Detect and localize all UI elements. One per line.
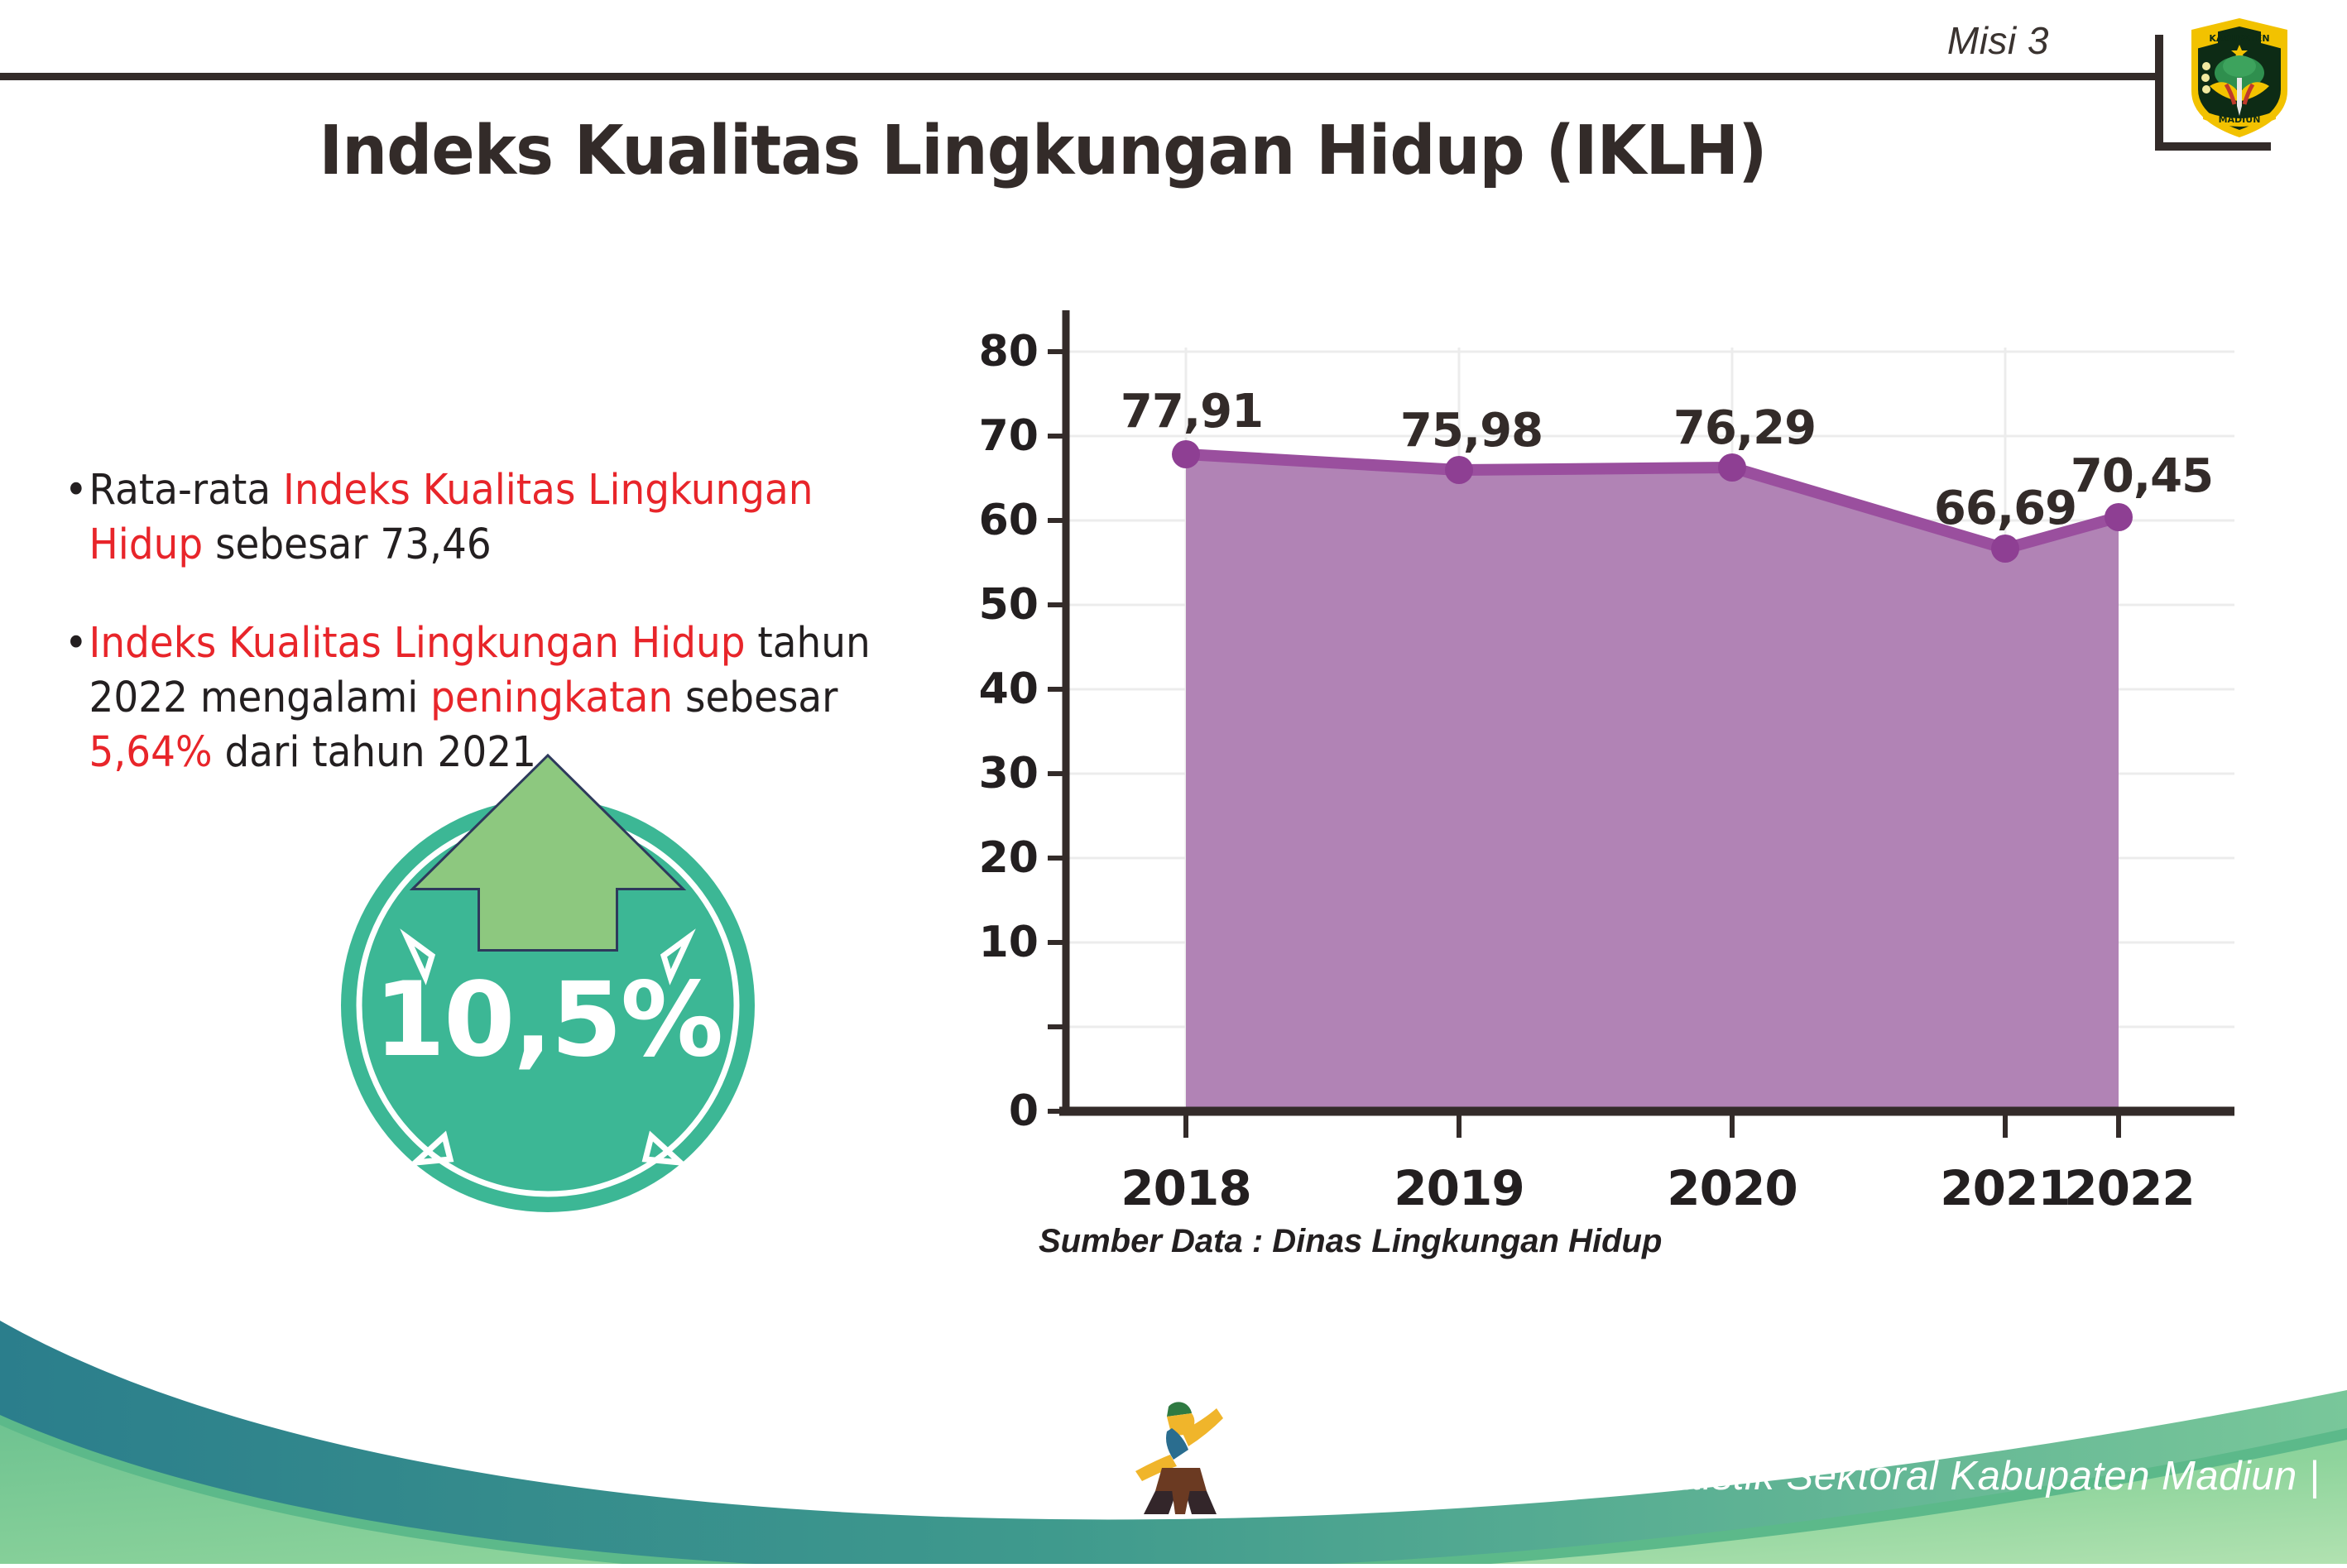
y-tick-label: 60	[978, 496, 1039, 545]
mission-label: Misi 3	[1946, 19, 2049, 62]
chart-markers	[1172, 440, 2133, 563]
badge-circle	[341, 798, 755, 1212]
data-label: 76,29	[1673, 401, 1817, 455]
chart-x-ticks	[1183, 1111, 2121, 1138]
increase-badge: 10,5%	[324, 749, 771, 1212]
header-divider	[0, 73, 2160, 80]
x-tick-label: 2018	[1121, 1160, 1251, 1216]
data-label: 66,69	[1933, 482, 2077, 535]
key-findings-list: • Rata-rata Indeks Kualitas Lingkungan H…	[65, 463, 991, 823]
bullet-segment-highlight: peningkatan	[430, 673, 674, 722]
x-tick-label: 2022	[2064, 1160, 2195, 1216]
data-label: 77,91	[1120, 385, 1264, 439]
y-tick-label: 70	[978, 411, 1039, 461]
corner-bracket	[2155, 35, 2271, 151]
kabupaten-madiun-crest-logo: KABUPATEN MADIUN	[2185, 15, 2294, 141]
badge-graphic	[341, 753, 755, 1212]
chart-y-ticks	[1048, 349, 1066, 1114]
source-note: Sumber Data : Dinas Lingkungan Hidup	[1039, 1223, 1663, 1259]
data-label: 75,98	[1399, 404, 1543, 458]
y-tick-label: 40	[978, 664, 1039, 714]
page-title: Indeks Kualitas Lingkungan Hidup (IKLH)	[319, 112, 1768, 190]
bullet-marker: •	[65, 618, 88, 668]
list-item: • Indeks Kualitas Lingkungan Hidup tahun…	[65, 616, 917, 781]
chart-plot	[1048, 310, 2234, 1138]
bullet-segment-highlight: Indeks Kualitas Lingkungan Hidup	[89, 618, 746, 668]
chart-area-fill	[1186, 454, 2119, 1111]
svg-text:MADIUN: MADIUN	[2219, 114, 2261, 125]
list-item: • Rata-rata Indeks Kualitas Lingkungan H…	[65, 463, 917, 573]
bullet-segment-highlight: 5,64%	[89, 728, 213, 778]
y-tick-label: 10	[978, 918, 1039, 967]
statistics-figure-logo	[1135, 1402, 1223, 1514]
bullet-segment: Rata-rata	[89, 466, 284, 515]
x-tick-label: 2021	[1940, 1160, 2071, 1216]
footer-text: Media Infografis Data Statistik Sektoral…	[1223, 1454, 2321, 1498]
footer-wave	[0, 1321, 2347, 1568]
bullet-segment: sebesar	[673, 673, 838, 722]
y-tick-label: 0	[1008, 1086, 1039, 1136]
svg-text:KABUPATEN: KABUPATEN	[2209, 33, 2269, 44]
bullet-text: Rata-rata Indeks Kualitas Lingkungan Hid…	[89, 463, 918, 573]
footer: Media Infografis Data Statistik Sektoral…	[0, 1291, 2347, 1568]
y-tick-label: 80	[978, 327, 1039, 376]
x-tick-label: 2020	[1667, 1160, 1797, 1216]
bullet-marker: •	[65, 466, 88, 515]
bullet-segment: dari tahun 2021	[212, 728, 536, 778]
bullet-segment: tahun 2022 mengalami	[89, 618, 871, 722]
data-label: 70,45	[2070, 449, 2214, 503]
x-tick-label: 2019	[1394, 1160, 1524, 1216]
bullet-text: Indeks Kualitas Lingkungan Hidup tahun 2…	[89, 616, 918, 781]
y-tick-label: 20	[978, 833, 1039, 883]
iklh-area-chart: 80 70 60 50 40 30 20 10 0 2018 2019 2020…	[977, 298, 2268, 1216]
bullet-segment-highlight: Indeks Kualitas Lingkungan Hidup	[89, 466, 814, 570]
bullet-segment: sebesar 73,46	[203, 520, 492, 570]
y-tick-label: 50	[978, 580, 1039, 630]
y-tick-label: 30	[978, 749, 1039, 798]
